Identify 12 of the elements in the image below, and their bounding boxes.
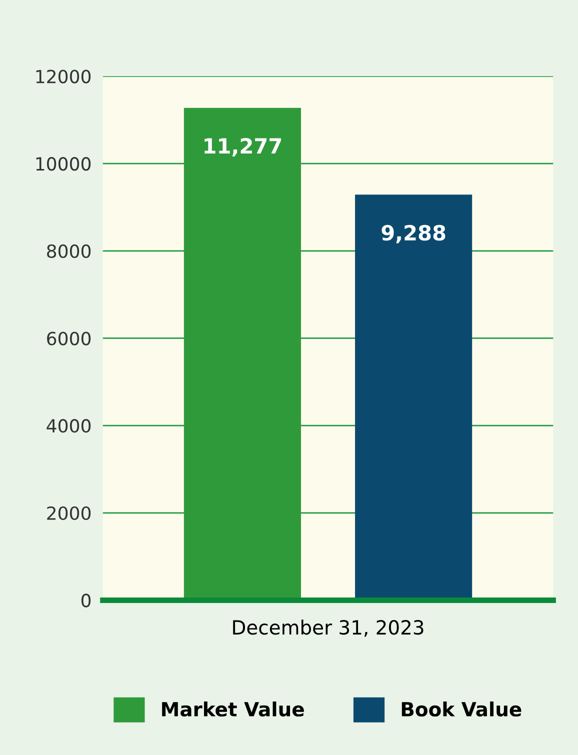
y-tick-label: 8000 [47,244,91,258]
legend-label: Market Value [162,702,304,717]
y-tick-label: 2000 [47,506,91,520]
legend-label: Book Value [402,702,522,717]
x-tick-label: December 31, 2023 [233,620,424,637]
y-tick-label: 12000 [36,70,91,84]
y-tick-label: 0 [81,594,91,608]
data-label: 11,277 [204,138,282,156]
y-tick-label: 6000 [47,332,91,346]
y-tick-label: 4000 [46,419,91,433]
y-tick-label: 10000 [36,157,91,171]
data-label: 9,288 [382,224,446,244]
